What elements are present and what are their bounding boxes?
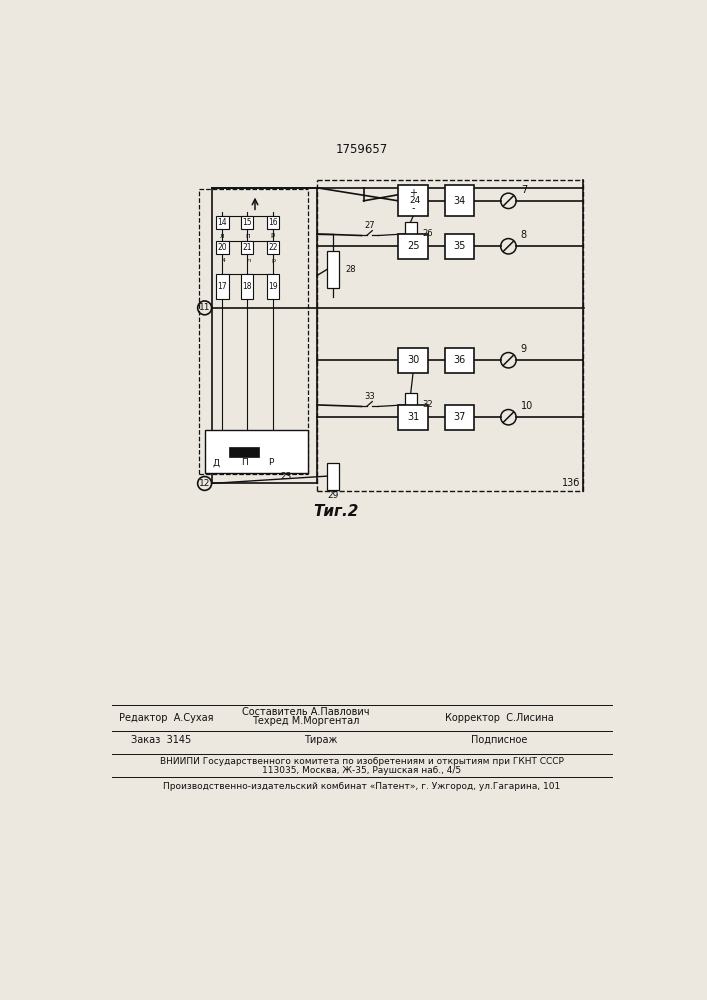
Text: 12: 12 bbox=[199, 479, 210, 488]
Text: Тираж: Тираж bbox=[304, 735, 337, 745]
Text: 32: 32 bbox=[422, 400, 433, 409]
Text: 9: 9 bbox=[521, 344, 527, 354]
Text: 33: 33 bbox=[364, 392, 375, 401]
Bar bbox=[216, 216, 228, 229]
Text: 31: 31 bbox=[407, 412, 419, 422]
Text: 24: 24 bbox=[409, 196, 420, 205]
Text: 7: 7 bbox=[521, 185, 527, 195]
Text: 10: 10 bbox=[521, 401, 533, 411]
Text: 26: 26 bbox=[422, 229, 433, 238]
Text: 22: 22 bbox=[268, 243, 278, 252]
Bar bbox=[404, 393, 417, 417]
Text: 113035, Москва, Ж-35, Раушская наб., 4/5: 113035, Москва, Ж-35, Раушская наб., 4/5 bbox=[262, 766, 462, 775]
Bar bbox=[216, 241, 228, 254]
Bar bbox=[327, 251, 339, 288]
Text: 35: 35 bbox=[453, 241, 466, 251]
Text: Заказ  3145: Заказ 3145 bbox=[131, 735, 192, 745]
Bar bbox=[445, 405, 474, 430]
Text: 11: 11 bbox=[199, 303, 211, 312]
Text: Подписное: Подписное bbox=[471, 735, 527, 745]
Text: Производственно-издательский комбинат «Патент», г. Ужгород, ул.Гагарина, 101: Производственно-издательский комбинат «П… bbox=[163, 782, 561, 791]
Bar bbox=[445, 185, 474, 216]
Bar bbox=[267, 274, 279, 299]
Text: 14: 14 bbox=[218, 218, 227, 227]
Text: Составитель А.Павлович: Составитель А.Павлович bbox=[242, 707, 369, 717]
Bar bbox=[241, 274, 253, 299]
Text: 27: 27 bbox=[364, 221, 375, 230]
Text: п: п bbox=[245, 232, 250, 238]
Text: 16: 16 bbox=[268, 218, 278, 227]
Text: 8: 8 bbox=[521, 231, 527, 240]
Bar bbox=[241, 216, 253, 229]
Text: -: - bbox=[411, 204, 415, 214]
Text: 20: 20 bbox=[218, 243, 227, 252]
Bar bbox=[445, 348, 474, 373]
Text: 36: 36 bbox=[453, 355, 466, 365]
Text: П: П bbox=[241, 458, 247, 467]
Text: 4: 4 bbox=[221, 258, 226, 263]
Text: 15: 15 bbox=[243, 218, 252, 227]
Text: Д: Д bbox=[213, 458, 220, 467]
Bar bbox=[327, 463, 339, 490]
Text: 19: 19 bbox=[268, 282, 278, 291]
Text: ВНИИПИ Государственного комитета по изобретениям и открытиям при ГКНТ СССР: ВНИИПИ Государственного комитета по изоб… bbox=[160, 757, 564, 766]
Text: 28: 28 bbox=[345, 265, 356, 274]
Bar bbox=[404, 222, 417, 246]
Bar bbox=[267, 216, 279, 229]
Text: 1759657: 1759657 bbox=[336, 143, 388, 156]
Text: Редактор  А.Сухая: Редактор А.Сухая bbox=[119, 713, 214, 723]
Text: Τиг.2: Τиг.2 bbox=[314, 504, 359, 519]
Bar bbox=[267, 241, 279, 254]
Text: 23: 23 bbox=[280, 472, 292, 481]
Text: 25: 25 bbox=[407, 241, 419, 251]
Text: 18: 18 bbox=[243, 282, 252, 291]
Text: 13б: 13б bbox=[562, 478, 580, 488]
Bar bbox=[241, 241, 253, 254]
Text: Техред М.Моргентал: Техред М.Моргентал bbox=[252, 716, 359, 726]
Bar bbox=[398, 405, 428, 430]
Text: р: р bbox=[271, 258, 276, 263]
Text: 34: 34 bbox=[453, 196, 466, 206]
Text: 37: 37 bbox=[453, 412, 466, 422]
Bar bbox=[216, 274, 228, 299]
Text: п: п bbox=[246, 258, 250, 263]
Text: 30: 30 bbox=[407, 355, 419, 365]
Bar bbox=[204, 430, 308, 473]
Text: Р: Р bbox=[269, 458, 274, 467]
Text: 17: 17 bbox=[218, 282, 227, 291]
Text: р: р bbox=[271, 232, 275, 238]
Text: +: + bbox=[409, 188, 417, 198]
Text: л: л bbox=[220, 232, 225, 238]
Bar bbox=[230, 447, 259, 457]
Bar bbox=[398, 348, 428, 373]
Text: 29: 29 bbox=[327, 491, 339, 500]
Text: Корректор  С.Лисина: Корректор С.Лисина bbox=[445, 713, 554, 723]
Bar bbox=[398, 234, 428, 259]
Bar bbox=[445, 234, 474, 259]
Text: 21: 21 bbox=[243, 243, 252, 252]
Bar bbox=[398, 185, 428, 216]
